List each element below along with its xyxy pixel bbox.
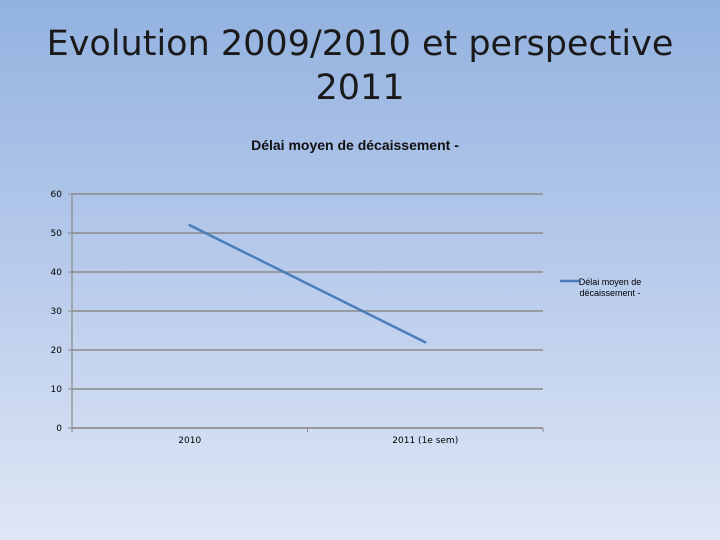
y-tick-label: 50	[51, 229, 63, 239]
y-tick-label: 0	[56, 424, 62, 434]
axes	[71, 194, 544, 432]
x-tick-label: 2011 (1e sem)	[392, 436, 458, 446]
y-tick-label: 40	[51, 268, 63, 278]
slide-title-line-1: Evolution 2009/2010 et perspective	[46, 24, 674, 64]
y-tick-label: 10	[51, 385, 63, 395]
x-tick-labels: 2010 2011 (1e sem)	[178, 436, 458, 446]
slide-title-line-2: 2011	[315, 68, 405, 108]
series-line	[188, 223, 427, 344]
y-tick-label: 20	[51, 346, 63, 356]
series-group	[188, 223, 427, 344]
y-tick-label: 30	[51, 307, 63, 317]
gridlines	[68, 193, 543, 429]
chart-title: Délai moyen de décaissement -	[251, 137, 459, 153]
slide-title: Evolution 2009/2010 et perspective 2011	[40, 22, 680, 110]
x-tick-label: 2010	[178, 436, 201, 446]
y-tick-labels: 0 10 20 30 40 50 60	[51, 190, 63, 434]
legend-label: Délai moyen de décaissement -	[579, 277, 642, 298]
legend: Délai moyen de décaissement -	[560, 277, 641, 298]
y-tick-label: 60	[51, 190, 63, 200]
